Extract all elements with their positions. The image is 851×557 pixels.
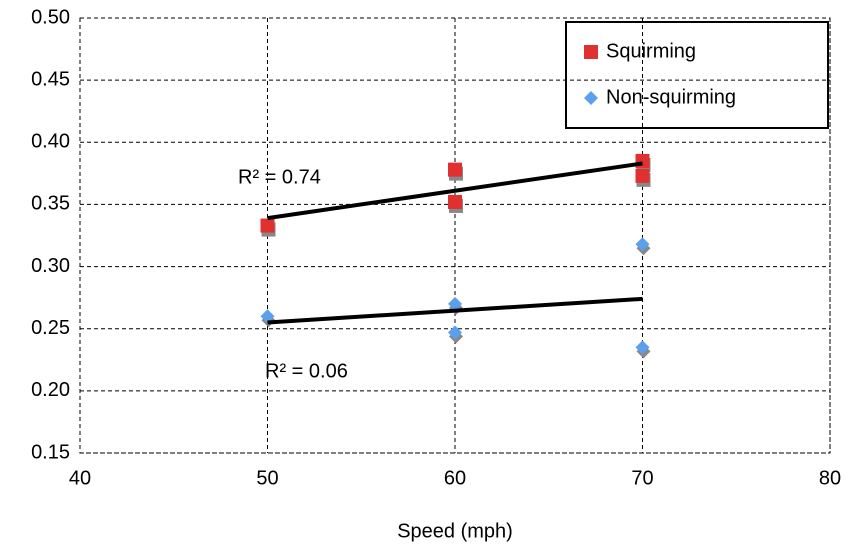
- marker: [260, 218, 275, 233]
- x-tick-label: 50: [256, 467, 278, 489]
- legend-marker: [584, 45, 598, 59]
- trendline: [267, 161, 643, 221]
- x-tick-label: 70: [631, 467, 653, 489]
- annotation: R² = 0.06: [265, 360, 348, 382]
- annotation: R² = 0.74: [238, 166, 321, 188]
- x-tick-label: 60: [444, 467, 466, 489]
- y-tick-label: 0.35: [31, 193, 70, 215]
- legend-label: Non-squirming: [606, 86, 736, 108]
- y-tick-label: 0.50: [31, 6, 70, 28]
- y-tick-label: 0.40: [31, 131, 70, 153]
- x-axis-label: Speed (mph): [397, 520, 513, 542]
- y-tick-label: 0.25: [31, 317, 70, 339]
- marker: [635, 237, 650, 252]
- y-tick-label: 0.30: [31, 255, 70, 277]
- marker: [635, 168, 650, 183]
- marker: [448, 194, 462, 209]
- marker: [635, 340, 650, 355]
- marker: [448, 296, 462, 311]
- x-tick-label: 40: [69, 467, 91, 489]
- legend-box: [565, 21, 829, 129]
- y-tick-label: 0.15: [31, 441, 70, 463]
- trendline: [267, 296, 643, 325]
- y-tick-label: 0.20: [31, 379, 70, 401]
- marker: [260, 309, 275, 324]
- y-tick-label: 0.45: [31, 68, 70, 90]
- marker: [448, 162, 462, 177]
- legend-marker: [584, 91, 598, 105]
- marker: [448, 325, 462, 340]
- x-tick-label: 80: [819, 467, 841, 489]
- legend-label: Squirming: [606, 40, 696, 62]
